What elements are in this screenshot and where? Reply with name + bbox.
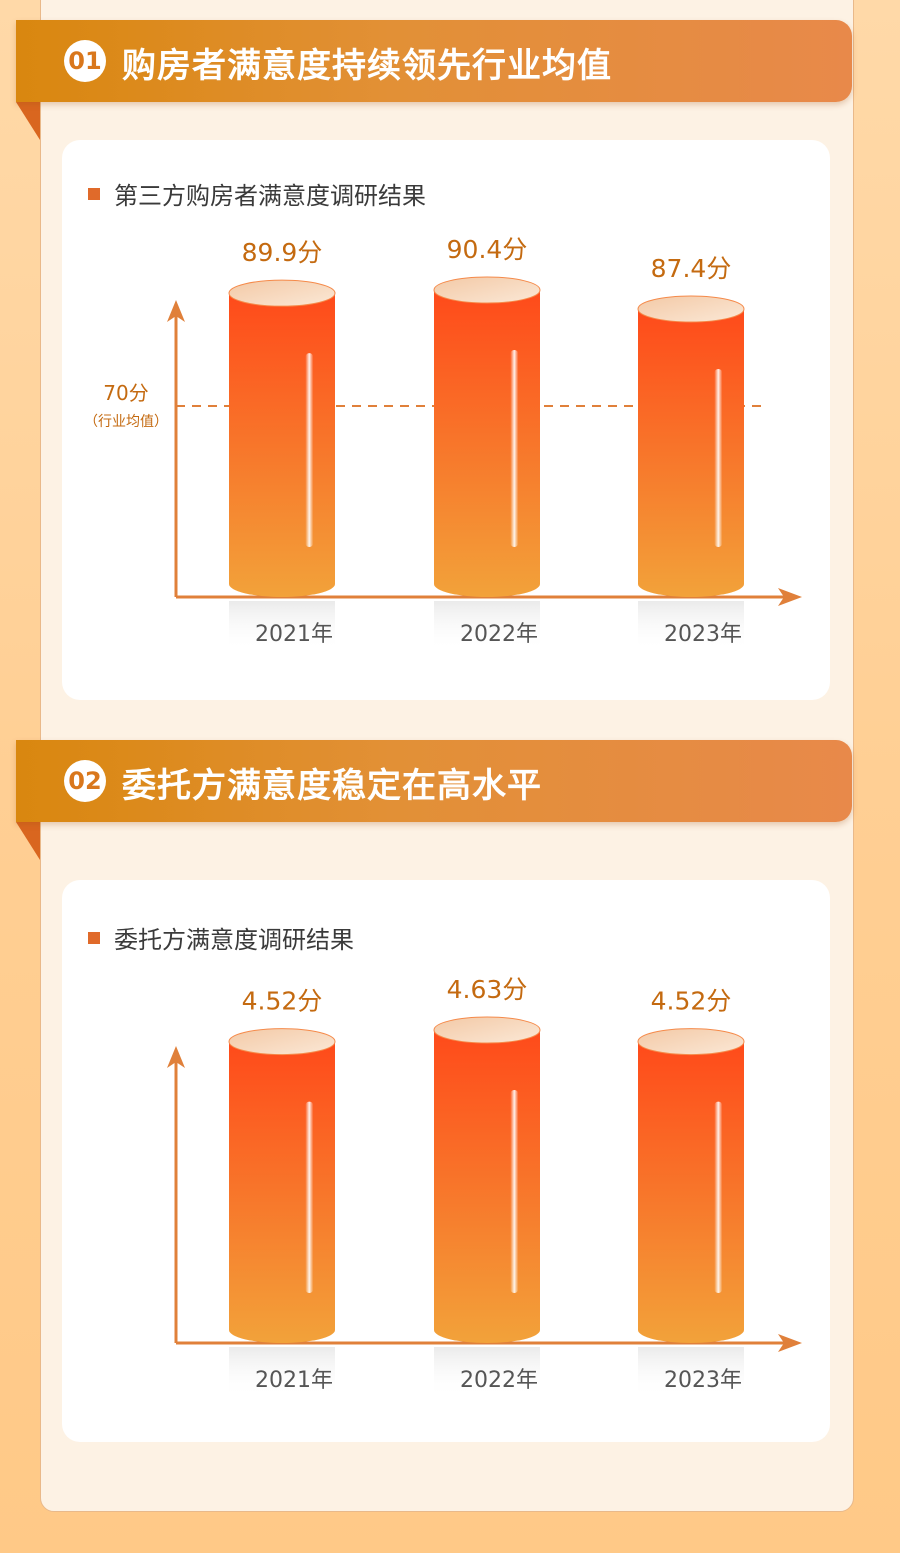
bar-2022年 bbox=[433, 1016, 541, 1397]
y-axis-arrow-icon bbox=[167, 300, 185, 322]
value-label: 4.52分 bbox=[651, 987, 732, 1016]
bar-body bbox=[229, 1041, 335, 1343]
value-label: 90.4分 bbox=[447, 235, 528, 264]
x-axis-arrow-icon bbox=[778, 1334, 802, 1352]
bar-highlight bbox=[305, 353, 314, 547]
bar-body bbox=[434, 290, 540, 597]
chart-label-text: 委托方满意度调研结果 bbox=[114, 926, 354, 954]
bar-2023年 bbox=[637, 295, 745, 651]
section-number-badge: 02 bbox=[64, 760, 106, 802]
bar-body bbox=[638, 1041, 744, 1343]
value-label: 4.63分 bbox=[447, 975, 528, 1004]
bullet-square-icon bbox=[88, 932, 100, 944]
bar-cap bbox=[433, 1016, 541, 1044]
section-banner-2: 02 委托方满意度稳定在高水平 bbox=[16, 740, 852, 860]
category-label: 2023年 bbox=[664, 1368, 742, 1393]
banner-fold bbox=[16, 822, 40, 860]
chart-label: 第三方购房者满意度调研结果 bbox=[88, 176, 426, 211]
bar-2023年 bbox=[637, 1028, 745, 1397]
section-number-badge: 01 bbox=[64, 40, 106, 82]
bar-shadow bbox=[638, 1347, 744, 1397]
banner-fold bbox=[16, 102, 40, 140]
category-label: 2021年 bbox=[255, 622, 333, 647]
bar-shadow bbox=[638, 601, 744, 651]
value-label: 89.9分 bbox=[242, 238, 323, 267]
bar-cap bbox=[637, 295, 745, 323]
bar-body bbox=[434, 1030, 540, 1343]
chart-card-2: 委托方满意度调研结果 4.52分 2021年 4.63分 2022年 4.52分 2023… bbox=[62, 880, 830, 1442]
bar-shadow bbox=[229, 1347, 335, 1397]
section-title: 购房者满意度持续领先行业均值 bbox=[122, 46, 612, 86]
value-label: 4.52分 bbox=[242, 987, 323, 1016]
bar-highlight bbox=[714, 368, 723, 547]
section-banner-1: 01 购房者满意度持续领先行业均值 bbox=[16, 20, 852, 140]
banner-bar bbox=[16, 740, 852, 822]
bullet-square-icon bbox=[88, 188, 100, 200]
bar-cap bbox=[637, 1028, 745, 1056]
value-label: 87.4分 bbox=[651, 254, 732, 283]
bar-highlight bbox=[305, 1101, 314, 1293]
bar-chart-2: 4.52分 2021年 4.63分 2022年 4.52分 2023年 bbox=[167, 975, 802, 1397]
section-title: 委托方满意度稳定在高水平 bbox=[122, 766, 542, 806]
banner-bar bbox=[16, 20, 852, 102]
x-axis-arrow-icon bbox=[778, 588, 802, 606]
chart-label: 委托方满意度调研结果 bbox=[88, 920, 354, 955]
reference-line-sublabel: （行业均值） bbox=[84, 414, 168, 430]
chart-label-text: 第三方购房者满意度调研结果 bbox=[114, 182, 426, 210]
bar-shadow bbox=[229, 601, 335, 651]
category-label: 2022年 bbox=[460, 622, 538, 647]
bar-shadow bbox=[434, 1347, 540, 1397]
bar-2021年 bbox=[228, 279, 336, 651]
bar-2021年 bbox=[228, 1028, 336, 1397]
category-label: 2021年 bbox=[255, 1368, 333, 1393]
bar-highlight bbox=[510, 350, 519, 547]
bar-highlight bbox=[714, 1101, 723, 1293]
y-axis-arrow-icon bbox=[167, 1046, 185, 1068]
bar-chart-1: 70分 （行业均值） 89.9分 2021年 90.4分 2022年 87.4分 2023年 bbox=[84, 235, 802, 651]
category-label: 2022年 bbox=[460, 1368, 538, 1393]
bar-cap bbox=[228, 1028, 336, 1056]
bar-highlight bbox=[510, 1090, 519, 1293]
bar-cap bbox=[433, 276, 541, 304]
bar-cap bbox=[228, 279, 336, 307]
bar-2022年 bbox=[433, 276, 541, 651]
reference-line-label: 70分 bbox=[103, 381, 148, 405]
chart-card-1: 第三方购房者满意度调研结果 70分 （行业均值） 89.9分 2021年 90.4分 20… bbox=[62, 140, 830, 700]
bar-body bbox=[229, 293, 335, 597]
category-label: 2023年 bbox=[664, 622, 742, 647]
bar-body bbox=[638, 308, 744, 597]
bar-shadow bbox=[434, 601, 540, 651]
